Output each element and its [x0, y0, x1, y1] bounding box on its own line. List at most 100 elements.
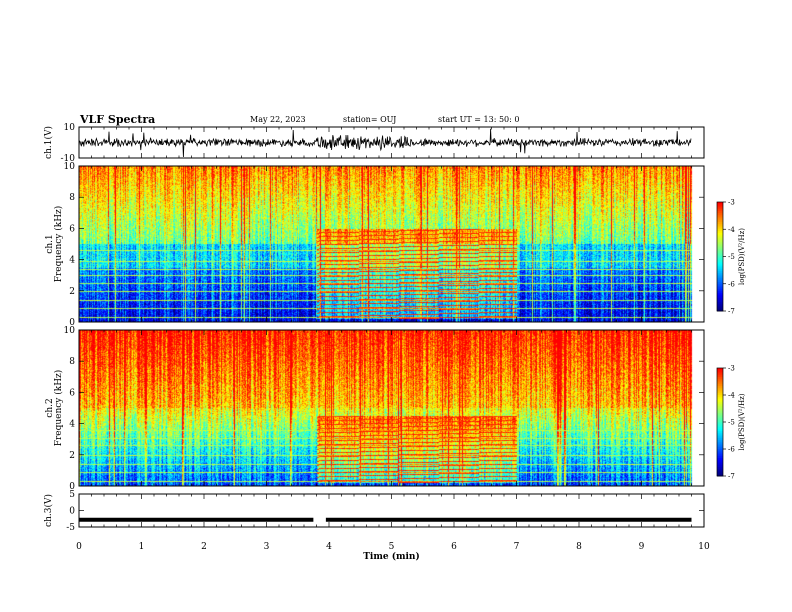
colorbar-cell [717, 212, 723, 216]
y-tick-label: 10 [64, 123, 76, 133]
colorbar-cell [717, 467, 723, 470]
colorbar-cell [717, 371, 723, 374]
colorbar-cell [717, 283, 723, 287]
colorbar-cell [717, 474, 723, 477]
colorbar-cell [717, 205, 723, 208]
colorbar-cell [717, 271, 723, 274]
colorbar-cell [717, 263, 723, 267]
colorbar-cell [717, 265, 723, 268]
colorbar-cell [717, 409, 723, 412]
colorbar-cell [717, 405, 723, 409]
colorbar-cell [717, 303, 723, 307]
colorbar-cell [717, 422, 723, 425]
colorbar-cell [717, 223, 723, 227]
y-tick-label: 0 [69, 507, 75, 517]
colorbar-cell [717, 278, 723, 281]
colorbar-cell [717, 216, 723, 219]
colorbar-label: log(PSD)(V²/Hz) [738, 228, 746, 285]
colorbar-cell [717, 434, 723, 437]
colorbar-cell [717, 438, 723, 441]
colorbar-cell [717, 305, 723, 308]
colorbar-cell [717, 398, 723, 401]
colorbar-tick-label: -7 [728, 308, 735, 316]
colorbar-cell [717, 423, 723, 427]
colorbar-cell [717, 272, 723, 276]
colorbar-cell [717, 431, 723, 434]
x-tick-label: 7 [514, 542, 520, 552]
x-tick-label: 4 [326, 542, 332, 552]
colorbar-cell [717, 429, 723, 432]
colorbar-cell [717, 418, 723, 421]
colorbar-cell [717, 452, 723, 455]
colorbar-tick-label: -3 [728, 365, 735, 373]
colorbar-cell [717, 440, 723, 443]
colorbar-cell [717, 258, 723, 261]
colorbar-cell [717, 384, 723, 387]
colorbar-tick-label: -5 [728, 419, 735, 427]
colorbar-cell [717, 227, 723, 230]
y-tick-label: 4 [69, 420, 75, 430]
colorbar-cell [717, 432, 723, 436]
y-tick-label: 2 [69, 287, 75, 297]
colorbar-cell [717, 445, 723, 448]
colorbar-cell [717, 211, 723, 214]
x-tick-label: 10 [698, 542, 710, 552]
colorbar-cell [717, 209, 723, 212]
colorbar-cell [717, 203, 723, 207]
colorbar-cell [717, 368, 723, 371]
colorbar-cell [717, 441, 723, 445]
colorbar-cell [717, 465, 723, 468]
x-tick-label: 2 [201, 542, 207, 552]
colorbar-cell [717, 294, 723, 297]
colorbar-cell [717, 287, 723, 290]
colorbar-cell [717, 459, 723, 463]
colorbar-cell [717, 386, 723, 389]
spectrogram-image [79, 166, 704, 322]
colorbar-tick-label: -6 [728, 280, 735, 288]
y-axis-label: Frequency (kHz) [53, 370, 64, 447]
colorbar-cell [717, 400, 723, 403]
colorbar-cell [717, 461, 723, 464]
colorbar-cell [717, 402, 723, 405]
colorbar-cell [717, 425, 723, 428]
start-time-label: start UT = 13: 50: 0 [438, 115, 520, 124]
colorbar-cell [717, 251, 723, 254]
colorbar-cell [717, 420, 723, 423]
colorbar-tick-label: -3 [728, 199, 735, 207]
colorbar-cell [717, 454, 723, 457]
colorbar-cell [717, 296, 723, 299]
y-tick-label: -5 [66, 523, 75, 533]
colorbar-cell [717, 449, 723, 452]
y-tick-label: 8 [69, 193, 75, 203]
y-tick-label: 6 [69, 388, 75, 398]
colorbar-cell [717, 245, 723, 248]
colorbar-cell [717, 396, 723, 400]
colorbar-label: log(PSD)(V²/Hz) [738, 393, 746, 450]
colorbar-cell [717, 413, 723, 416]
colorbar-cell [717, 375, 723, 378]
colorbar-cell [717, 373, 723, 376]
y-axis-label: ch.1(V) [43, 126, 54, 159]
colorbar-cell [717, 411, 723, 414]
colorbar-tick-label: -7 [728, 473, 735, 481]
x-tick-label: 8 [576, 542, 582, 552]
y-tick-label: 0 [69, 482, 75, 492]
colorbar-tick-label: -6 [728, 446, 735, 454]
colorbar-cell [717, 214, 723, 218]
colorbar-cell [717, 256, 723, 259]
y-tick-label: 10 [64, 326, 76, 336]
colorbar-cell [717, 458, 723, 461]
x-tick-label: 1 [139, 542, 145, 552]
colorbar-cell [717, 407, 723, 410]
colorbar-cell [717, 416, 723, 419]
y-tick-label: 0 [69, 318, 75, 328]
colorbar-cell [717, 249, 723, 252]
colorbar-cell [717, 414, 723, 418]
colorbar-cell [717, 207, 723, 210]
colorbar-cell [717, 281, 723, 285]
y-tick-label: 4 [69, 256, 75, 266]
colorbar-cell [717, 269, 723, 272]
colorbar-cell [717, 470, 723, 473]
colorbar-cell [717, 427, 723, 430]
